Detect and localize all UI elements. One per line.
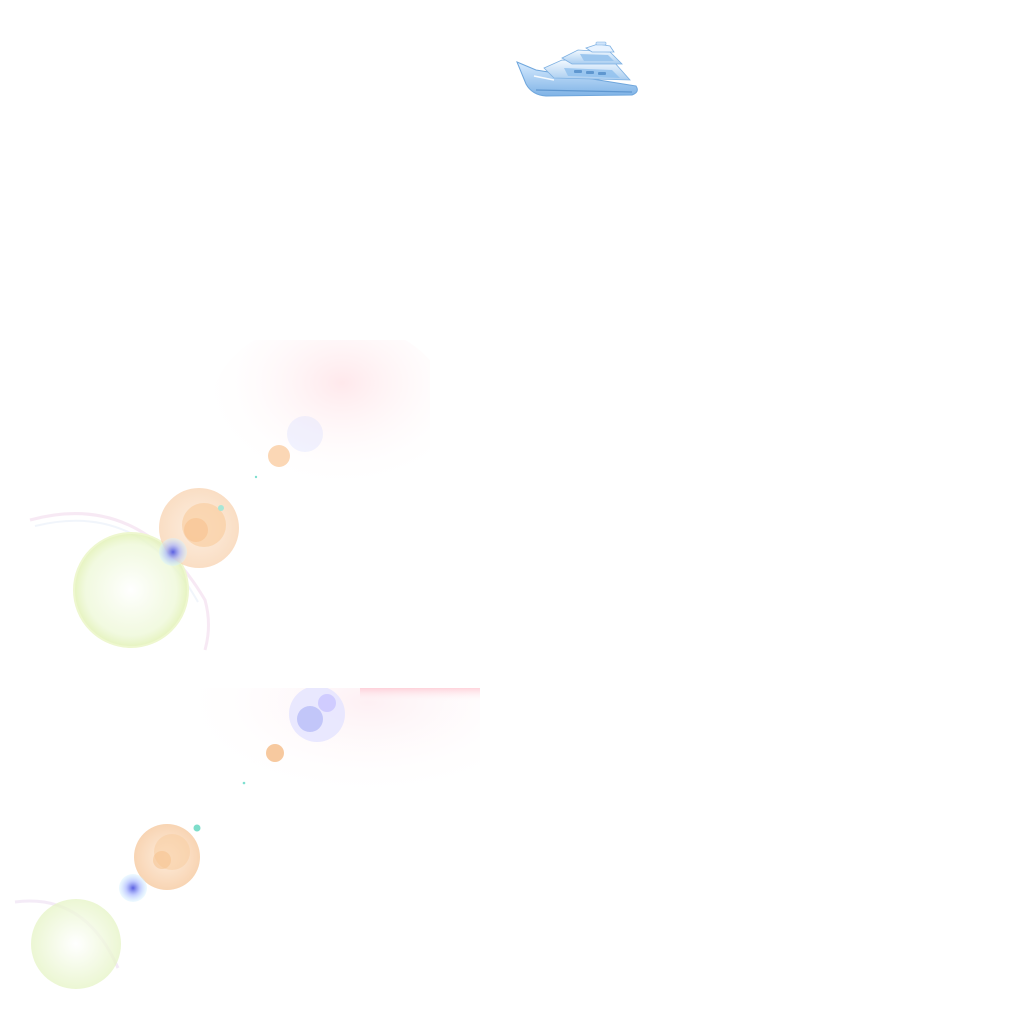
peach-dot-shape — [266, 744, 284, 762]
lens-flare-lower — [0, 688, 480, 1024]
yacht-icon — [514, 40, 644, 102]
blue-dot-shape — [159, 538, 187, 566]
lens-flare-upper — [0, 340, 430, 670]
lime-orb-shape — [31, 899, 121, 989]
pink-haze-shape — [210, 340, 430, 500]
peach-dot-shape — [268, 445, 290, 467]
blue-dot-shape — [119, 874, 147, 902]
lilac-halo-shape — [287, 416, 323, 452]
lime-orb-shape — [73, 532, 189, 648]
pink-streak-shape — [360, 688, 480, 702]
teal-speck-shape — [254, 475, 258, 479]
